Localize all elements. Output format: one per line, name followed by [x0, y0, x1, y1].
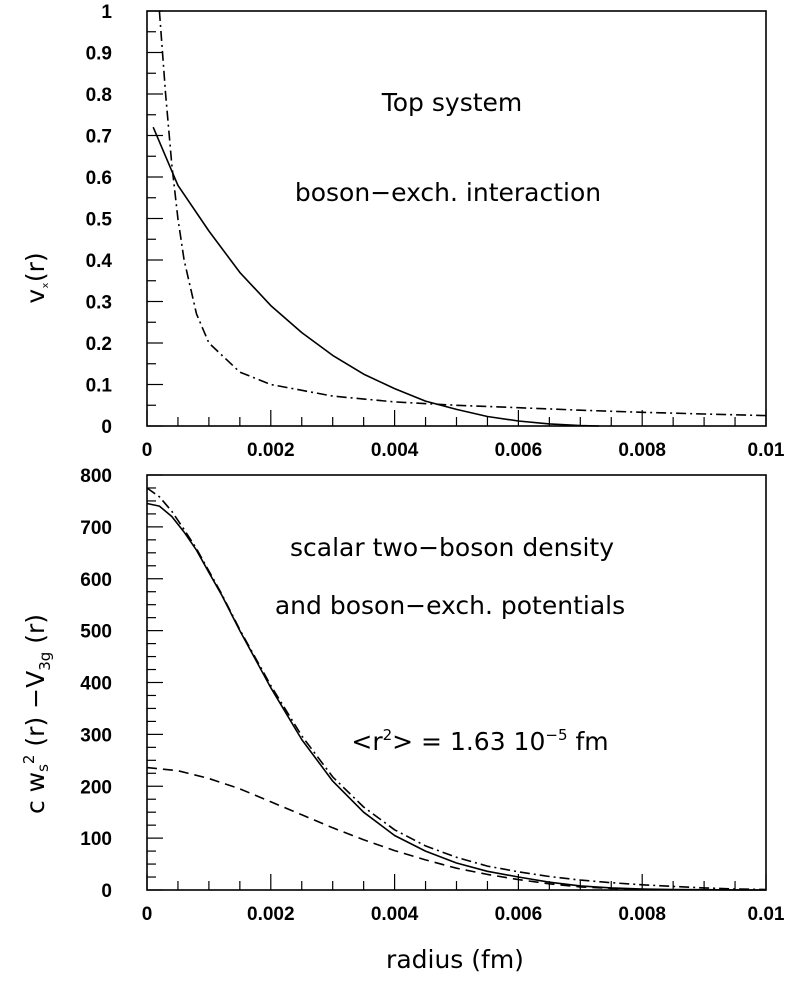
x-axis-title: radius (fm) [386, 945, 524, 974]
top-series-dashdot-line [158, 10, 767, 417]
bottom-y-tick-label: 100 [80, 829, 112, 850]
top-panel: 0 0.002 0.004 0.006 0.008 0.01 0 0.1 0.2 0.3 0.4 0.… [21, 2, 785, 461]
bottom-panel: 0 0.002 0.004 0.006 0.008 0.01 0 100 200 300 400 50… [20, 466, 785, 974]
top-y-tick-label: 0.7 [86, 127, 112, 148]
top-y-axis-title: vₓ(r) [21, 252, 52, 303]
top-tick-labels: 0 0.002 0.004 0.006 0.008 0.01 0 0.1 0.2 0.3 0.4 0.… [86, 2, 785, 461]
top-y-tick-label: 0.2 [86, 334, 112, 355]
radius-annotation-main: <r [351, 727, 383, 756]
top-series [152, 10, 767, 427]
bottom-annotation-line2: and boson−exch. potentials [275, 591, 625, 620]
radius-annotation-sup2: 2 [383, 726, 393, 744]
bottom-y-axis-title: c ws2 (r) −V3g (r) [20, 614, 54, 814]
bottom-y-axis-title-r1: (r) −V [21, 671, 50, 755]
top-x-tick-label: 0.008 [618, 440, 666, 461]
bottom-x-tick-label: 0.006 [495, 904, 543, 925]
top-y-tick-label: 1 [101, 2, 112, 23]
top-annotation-title: Top system [381, 88, 523, 117]
bottom-y-axis-title-s: s [34, 764, 52, 772]
bottom-series-dashed-line [146, 766, 643, 891]
bottom-x-tick-label: 0.002 [247, 904, 295, 925]
top-series-solid-line [152, 126, 599, 427]
bottom-y-tick-label: 600 [80, 570, 112, 591]
top-x-tick-label: 0.006 [495, 440, 543, 461]
bottom-y-axis-title-r2: (r) [21, 614, 50, 652]
bottom-y-tick-label: 700 [80, 518, 112, 539]
top-y-axis-title-sub: ₓ [34, 282, 52, 289]
top-y-tick-label: 0.3 [86, 293, 112, 314]
top-y-tick-label: 0.9 [86, 44, 112, 65]
bottom-y-tick-label: 0 [101, 881, 112, 902]
bottom-x-tick-label: 0.008 [618, 904, 666, 925]
radius-annotation-exp: −5 [545, 726, 567, 744]
top-annotation-subtitle: boson−exch. interaction [295, 178, 601, 207]
top-ticks [146, 10, 767, 427]
bottom-y-axis-title-c: c w [21, 772, 50, 814]
top-y-tick-label: 0 [101, 417, 112, 438]
bottom-series-dashdot-line [146, 487, 767, 891]
top-x-tick-label: 0.01 [748, 440, 785, 461]
bottom-x-tick-label: 0.01 [748, 904, 785, 925]
top-x-tick-label: 0 [142, 440, 153, 461]
top-y-tick-label: 0.6 [86, 168, 112, 189]
bottom-y-tick-label: 800 [80, 466, 112, 487]
top-x-tick-label: 0.004 [371, 440, 419, 461]
bottom-y-axis-title-3g: 3g [36, 652, 54, 671]
radius-annotation-unit: fm [568, 727, 609, 756]
radius-annotation-mid: > = 1.63 10 [392, 727, 545, 756]
bottom-annotation-line1: scalar two−boson density [290, 533, 614, 562]
top-y-tick-label: 0.1 [86, 376, 113, 397]
bottom-y-tick-label: 400 [80, 674, 112, 695]
bottom-series [146, 487, 767, 891]
bottom-x-tick-label: 0 [142, 904, 153, 925]
bottom-y-tick-label: 300 [80, 725, 112, 746]
radius-annotation: <r2> = 1.63 10−5 fm [351, 726, 608, 756]
top-y-axis-title-tail: (r) [21, 252, 50, 282]
top-x-tick-label: 0.002 [247, 440, 295, 461]
bottom-y-tick-label: 500 [80, 622, 112, 643]
bottom-y-axis-title-sup: 2 [20, 755, 38, 765]
top-y-tick-label: 0.8 [86, 85, 112, 106]
top-plot-frame [146, 10, 767, 427]
top-y-axis-title-main: v [21, 289, 50, 304]
bottom-y-tick-label: 200 [80, 777, 112, 798]
top-y-tick-label: 0.5 [86, 210, 113, 231]
bottom-ticks [146, 474, 767, 891]
bottom-x-tick-label: 0.004 [371, 904, 419, 925]
top-y-tick-label: 0.4 [86, 251, 113, 272]
bottom-tick-labels: 0 0.002 0.004 0.006 0.008 0.01 0 100 200 300 400 50… [80, 466, 785, 925]
